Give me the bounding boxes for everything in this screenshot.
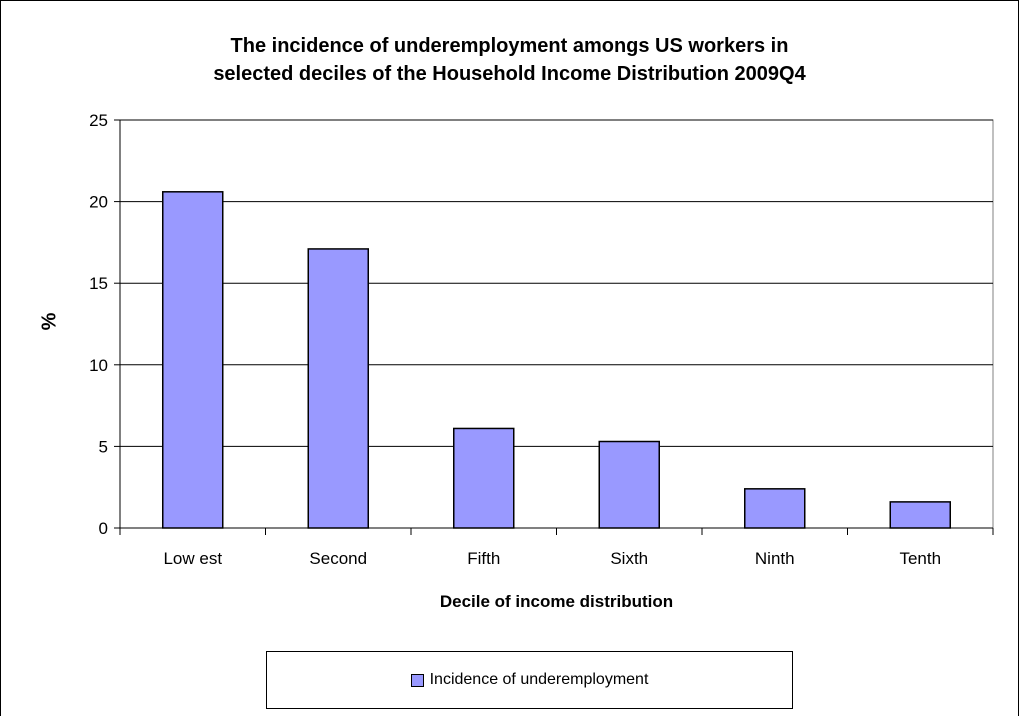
chart-legend: Incidence of underemployment — [266, 651, 793, 709]
x-tick-label: Fifth — [467, 549, 500, 568]
x-tick-label: Ninth — [755, 549, 795, 568]
chart-title: The incidence of underemployment amongs … — [0, 32, 1019, 88]
bar — [598, 440, 660, 529]
legend-swatch — [410, 673, 424, 687]
x-tick-label: Sixth — [610, 549, 648, 568]
bar — [453, 427, 515, 529]
y-tick-label: 5 — [99, 437, 108, 456]
y-tick-label: 25 — [89, 111, 108, 130]
y-tick-label: 20 — [89, 193, 108, 212]
bar — [744, 488, 806, 529]
bar — [889, 501, 951, 529]
y-tick-label: 15 — [89, 274, 108, 293]
bar — [162, 191, 224, 529]
chart-title-line-2: selected deciles of the Household Income… — [213, 63, 806, 85]
x-axis-label: Decile of income distribution — [439, 592, 674, 611]
chart-title-line-1: The incidence of underemployment amongs … — [230, 35, 789, 57]
x-tick-label: Second — [309, 549, 367, 568]
y-tick-label: 0 — [99, 519, 108, 538]
x-tick-label: Low est — [163, 549, 222, 568]
x-tick-label: Tenth — [899, 549, 941, 568]
y-tick-label: 10 — [89, 356, 108, 375]
y-axis-label: % — [38, 312, 61, 331]
bar — [307, 248, 369, 529]
plot-area — [119, 119, 994, 529]
legend-label: Incidence of underemployment — [429, 671, 649, 688]
